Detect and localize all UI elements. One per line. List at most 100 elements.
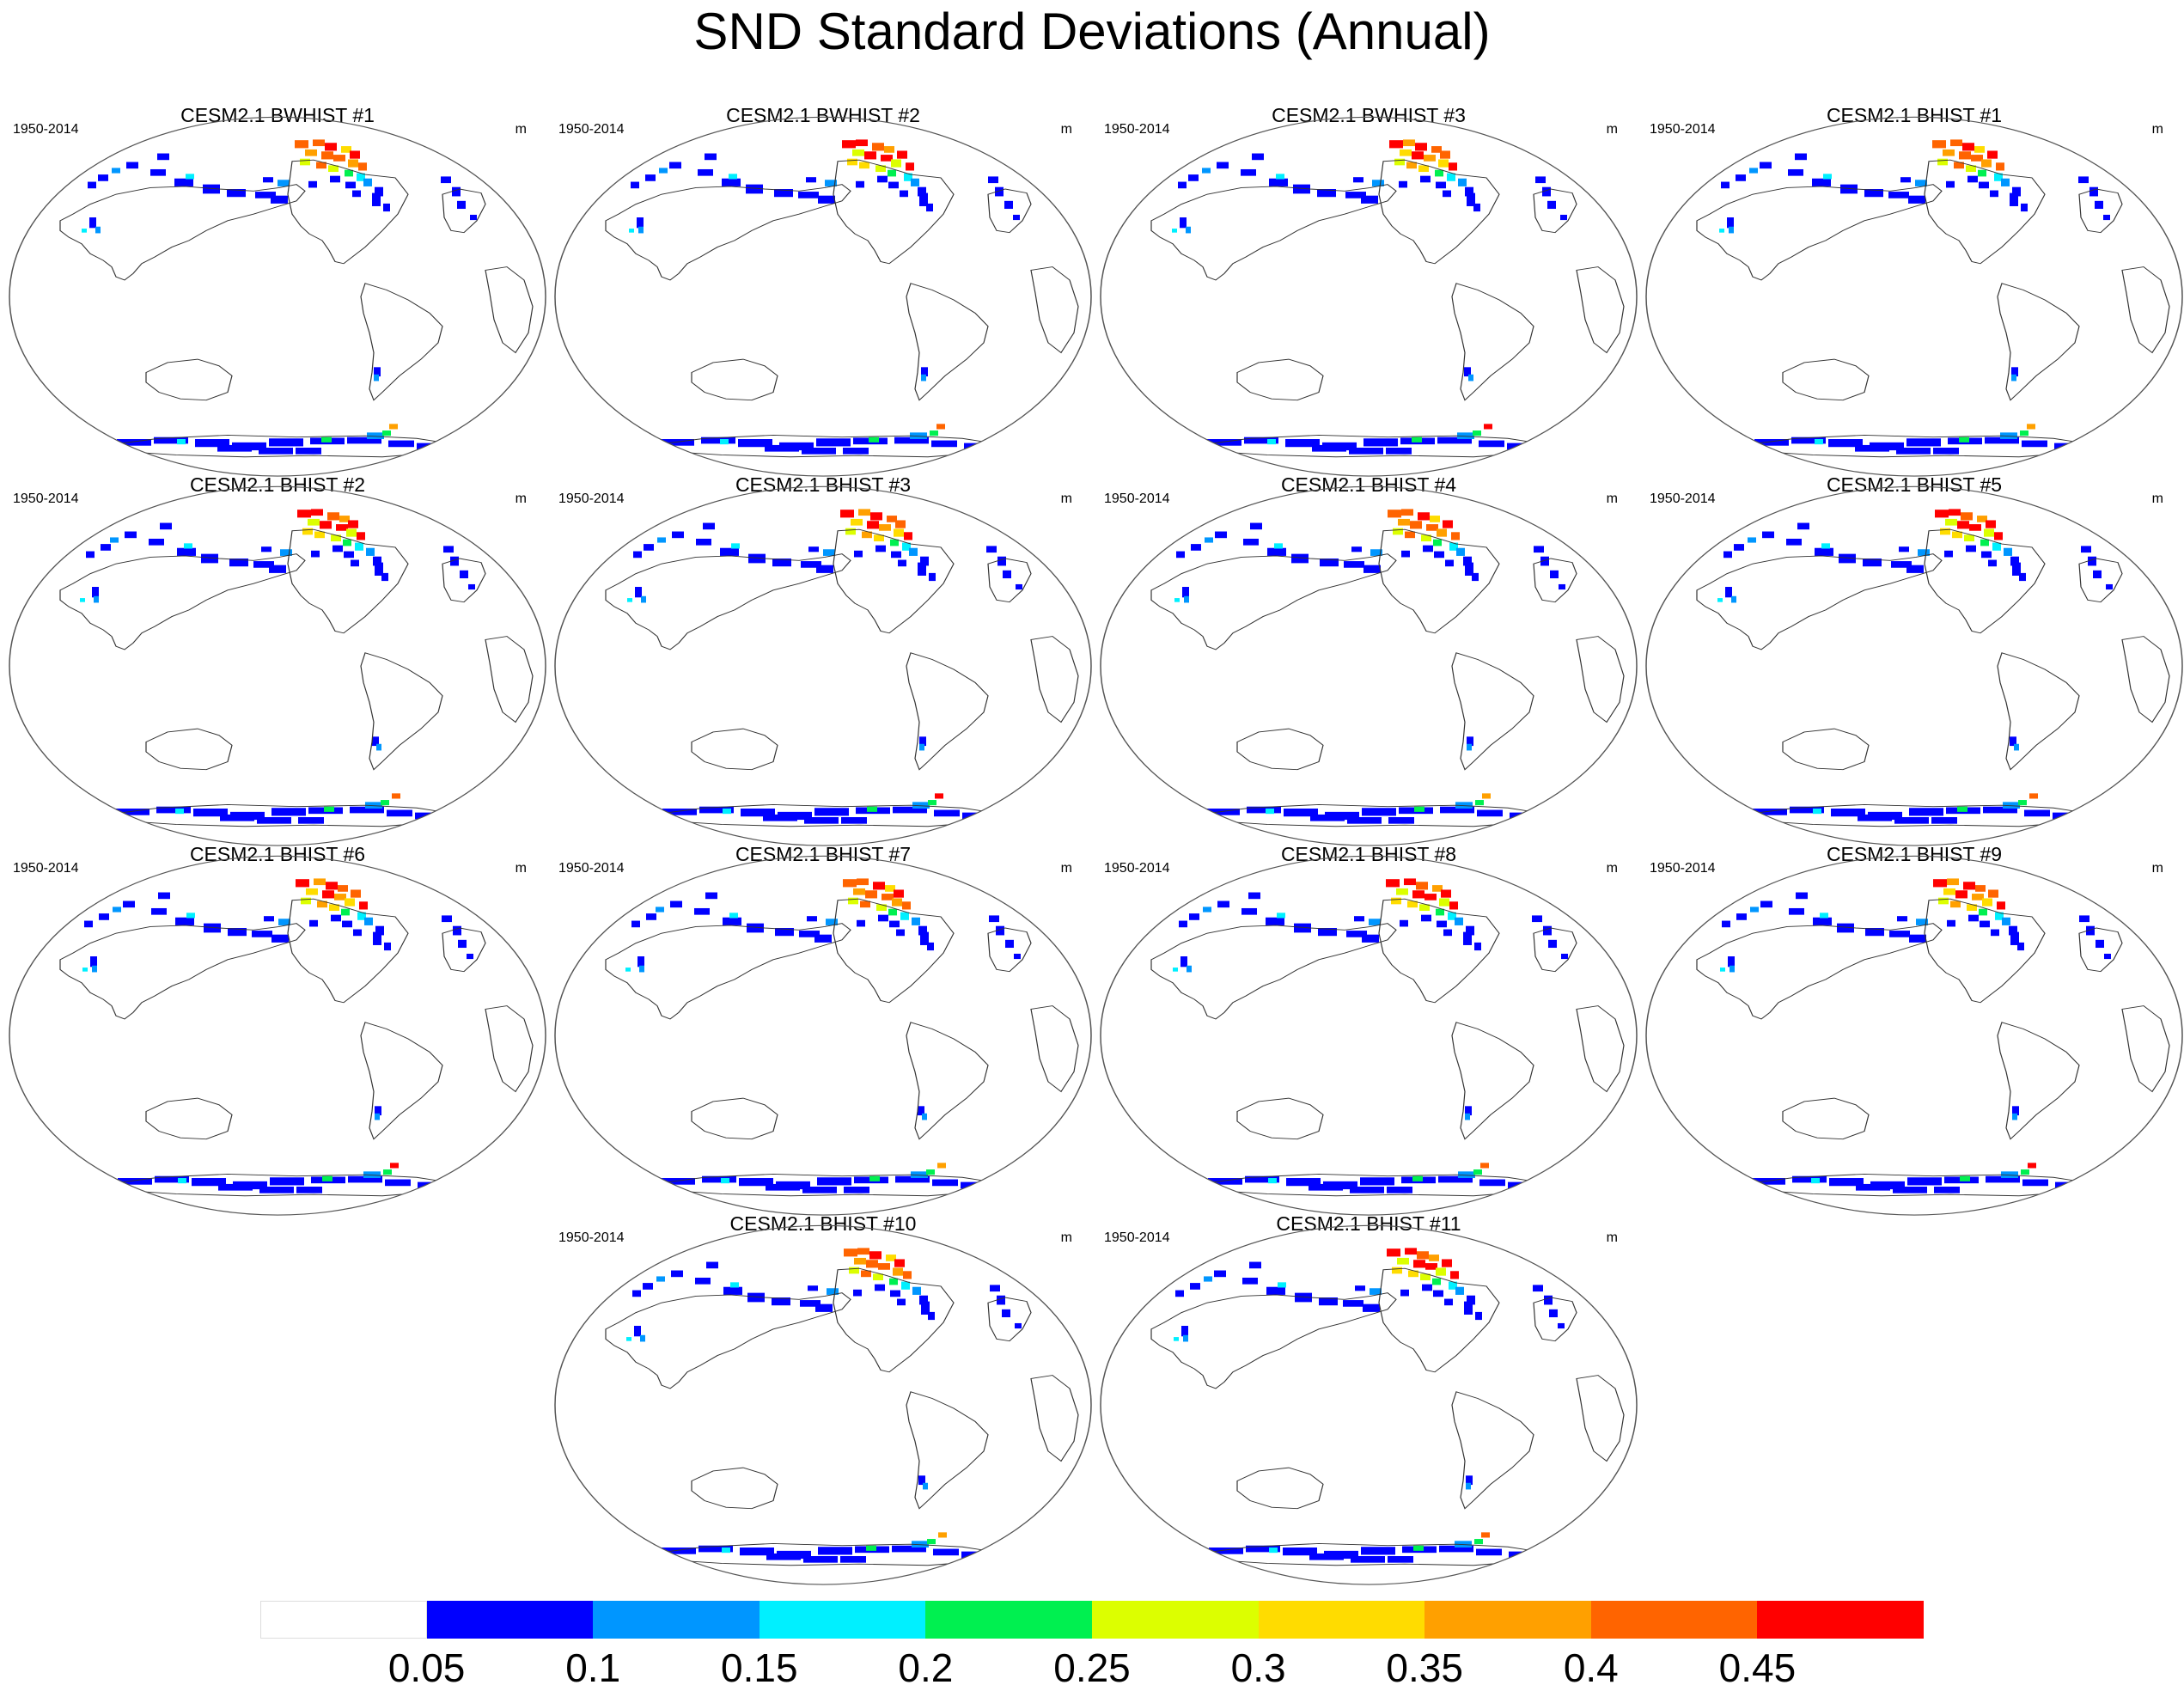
snow-variability-cell	[298, 817, 324, 824]
snow-variability-cell	[1786, 538, 1802, 546]
snow-variability-cell	[1933, 448, 1959, 455]
snow-variability-cell	[892, 898, 902, 907]
snow-variability-cell	[875, 165, 886, 173]
snow-variability-cell	[847, 158, 857, 166]
colorbar-tick-label: 0.05	[387, 1645, 466, 1690]
snow-variability-cell	[113, 907, 121, 913]
snow-variability-cell	[321, 436, 332, 443]
panel-title: CESM2.1 BHIST #4	[1280, 473, 1457, 496]
snow-variability-cell	[1542, 186, 1551, 197]
snow-variability-cell	[1979, 181, 1989, 189]
snow-variability-cell	[1397, 1257, 1409, 1265]
colorbar-tick-label: 0.3	[1230, 1645, 1286, 1690]
snow-variability-cell	[729, 913, 738, 919]
snow-variability-cell	[881, 155, 893, 162]
snow-variability-cell	[385, 1179, 411, 1187]
snow-variability-cell	[640, 1334, 645, 1342]
snow-variability-cell	[2011, 374, 2016, 382]
snow-variability-cell	[1760, 900, 1772, 908]
snow-variability-cell	[817, 1177, 851, 1186]
snow-variability-cell	[884, 146, 894, 153]
panel-period: 1950-2014	[1104, 1230, 1170, 1245]
snow-variability-cell	[919, 743, 924, 751]
snow-variability-cell	[1760, 162, 1772, 169]
snow-variability-cell	[1191, 544, 1201, 551]
snow-variability-cell	[1269, 1548, 1278, 1554]
snow-variability-cell	[1187, 965, 1192, 973]
snow-variability-cell	[1864, 189, 1883, 198]
snow-variability-cell	[89, 217, 96, 229]
coastline	[485, 266, 534, 354]
snow-variability-cell	[1472, 572, 1479, 582]
snow-variability-cell	[1954, 162, 1964, 169]
snow-variability-cell	[1969, 524, 1981, 531]
map-boundary	[1100, 116, 1638, 477]
snow-variability-cell	[1473, 1169, 1482, 1175]
coastline	[1997, 283, 2080, 401]
snow-variability-cell	[1725, 587, 1732, 598]
snow-variability-cell	[1543, 925, 1552, 936]
snow-variability-cell	[1974, 146, 1985, 153]
snow-variability-cell	[670, 900, 682, 908]
snow-variability-cell	[2022, 1179, 2048, 1187]
snow-variability-cell	[696, 538, 711, 546]
snow-variability-cell	[1482, 793, 1491, 799]
snow-variability-cell	[309, 919, 318, 927]
snow-variability-cell	[1897, 916, 1907, 922]
snow-variability-cell	[1548, 939, 1557, 949]
snow-variability-cell	[1438, 159, 1449, 168]
snow-variability-cell	[1252, 153, 1264, 161]
snow-variability-cell	[904, 532, 912, 540]
snow-variability-cell	[844, 1187, 869, 1193]
snow-variability-cell	[1399, 180, 1407, 188]
panel-title: CESM2.1 BHIST #1	[1826, 104, 2003, 126]
colorbar-swatch	[1757, 1601, 1925, 1639]
snow-variability-cell	[350, 806, 384, 814]
snow-variability-cell	[1435, 169, 1443, 177]
snow-variability-cell	[1443, 929, 1452, 937]
snow-variability-cell	[1952, 531, 1962, 539]
coastline	[360, 652, 443, 771]
snow-variability-cell	[341, 908, 350, 916]
snow-variability-cell	[1992, 542, 2001, 551]
snow-variability-cell	[1202, 168, 1211, 174]
snow-variability-cell	[192, 1178, 226, 1187]
snow-variability-cell	[1363, 565, 1381, 573]
map-panel: CESM2.1 BHIST #8 1950-2014 m	[1095, 843, 1642, 1216]
snow-variability-cell	[322, 890, 334, 899]
snow-variability-cell	[327, 512, 339, 521]
snow-variability-cell	[259, 448, 293, 455]
snow-variability-cell	[934, 809, 960, 817]
snow-variability-cell	[345, 181, 356, 189]
snow-variability-cell	[1416, 882, 1428, 890]
coastline	[287, 528, 409, 634]
world-map	[9, 116, 546, 477]
snow-variability-cell	[815, 1303, 833, 1312]
snow-variability-cell	[878, 914, 888, 922]
snow-variability-cell	[891, 551, 901, 559]
snow-variability-cell	[174, 178, 193, 186]
snow-variability-cell	[1387, 1248, 1400, 1257]
snow-variability-cell	[123, 900, 135, 908]
snow-variability-cell	[1938, 897, 1949, 905]
snow-variability-cell	[1750, 907, 1759, 913]
snow-variability-cell	[1473, 430, 1481, 436]
snow-variability-cell	[1217, 900, 1229, 908]
snow-variability-cell	[1949, 509, 1961, 516]
snow-variability-cell	[1294, 923, 1311, 933]
snow-variability-cell	[923, 1482, 928, 1490]
snow-variability-cell	[1284, 809, 1318, 817]
snow-variability-cell	[1858, 814, 1892, 821]
snow-variability-cell	[372, 736, 379, 747]
snow-variability-cell	[1178, 181, 1187, 189]
coastline	[833, 898, 955, 1004]
coastline	[1150, 923, 1397, 1020]
snow-variability-cell	[84, 920, 93, 928]
snow-variability-cell	[2024, 809, 2050, 817]
snow-variability-cell	[1269, 178, 1288, 186]
snow-variability-cell	[895, 520, 906, 528]
snow-variability-cell	[2055, 1181, 2076, 1189]
snow-variability-cell	[816, 438, 851, 447]
coastline	[1378, 159, 1500, 265]
snow-variability-cell	[1003, 570, 1011, 579]
